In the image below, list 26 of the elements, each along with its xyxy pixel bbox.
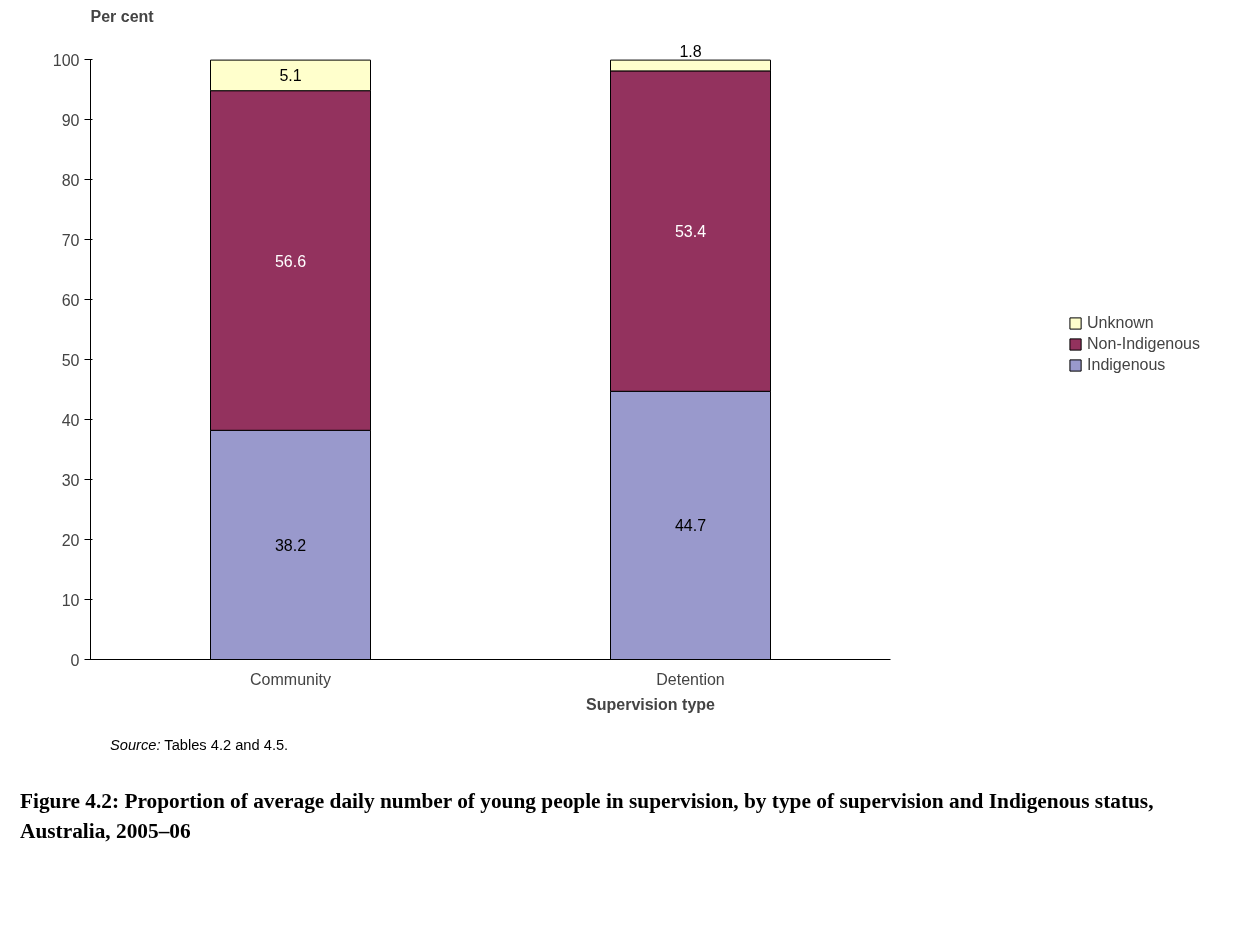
y-tick-label: 80: [61, 171, 80, 189]
data-label: 44.7: [674, 517, 707, 535]
y-tick-label: 20: [61, 531, 80, 549]
y-tick-label: 0: [70, 651, 80, 669]
data-label: 56.6: [274, 252, 307, 270]
y-tick-label: 90: [61, 111, 80, 129]
x-tick-label: Detention: [656, 670, 725, 688]
y-tick-label: 60: [61, 291, 80, 309]
y-tick-label: 70: [61, 231, 80, 249]
data-label: 38.2: [274, 536, 307, 554]
legend-label: Indigenous: [1087, 356, 1166, 374]
data-label: 5.1: [279, 67, 302, 85]
y-tick-label: 40: [61, 411, 80, 429]
data-label: 53.4: [674, 223, 707, 241]
legend-label: Non-Indigenous: [1087, 335, 1200, 353]
x-tick-label: Community: [250, 670, 331, 688]
y-tick-label: 100: [52, 51, 80, 69]
y-tick-label: 30: [61, 471, 80, 489]
y-axis-title: Per cent: [90, 7, 155, 25]
legend-label: Unknown: [1087, 314, 1154, 332]
text: Figure 4.2: Proportion of average daily number of young people in supervision, by type of supervision and Indigenous status, Australia, 2005–06: [20, 787, 1155, 846]
source-note: Source: Tables 4.2 and 4.5.: [110, 736, 289, 755]
y-tick-label: 10: [61, 591, 80, 609]
y-tick-label: 50: [61, 351, 80, 369]
data-label: 1.8: [679, 43, 702, 61]
x-axis-title: Supervision type: [586, 695, 716, 713]
